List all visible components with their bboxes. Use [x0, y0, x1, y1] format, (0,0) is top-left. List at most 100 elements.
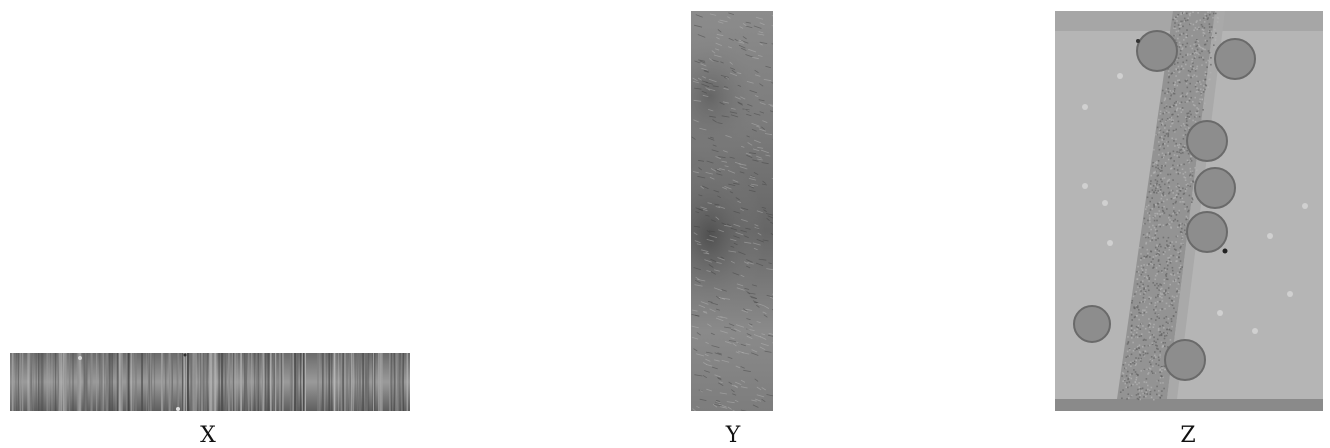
z-band-speckle — [1165, 121, 1167, 123]
z-band-speckle — [1191, 201, 1193, 203]
z-band-speckle — [1140, 312, 1142, 314]
z-band-speckle — [1143, 264, 1145, 266]
z-band-speckle — [1178, 121, 1180, 123]
z-band-speckle — [1190, 13, 1192, 15]
z-band-speckle — [1171, 241, 1173, 243]
z-band-speckle — [1139, 336, 1141, 338]
z-band-speckle — [1147, 389, 1149, 391]
z-band-speckle — [1179, 82, 1181, 84]
z-band-speckle — [1197, 45, 1199, 47]
z-band-speckle — [1167, 265, 1169, 267]
z-band-speckle — [1126, 382, 1128, 384]
z-band-speckle — [1200, 88, 1202, 90]
z-band-speckle — [1162, 207, 1164, 209]
z-band-speckle — [1151, 239, 1153, 241]
z-band-speckle — [1167, 322, 1169, 324]
z-band-speckle — [1180, 45, 1182, 47]
z-band-speckle — [1131, 325, 1133, 327]
z-band-speckle — [1178, 24, 1180, 26]
z-band-speckle — [1173, 90, 1175, 92]
z-band-speckle — [1166, 199, 1168, 201]
z-band-speckle — [1184, 145, 1186, 147]
z-band-speckle — [1164, 251, 1166, 253]
z-band-speckle — [1142, 271, 1144, 273]
z-band-speckle — [1180, 265, 1182, 267]
x-streak — [267, 353, 269, 411]
z-band-speckle — [1178, 57, 1180, 59]
z-band-speckle — [1186, 206, 1188, 208]
x-streak — [172, 353, 174, 411]
z-band-speckle — [1172, 179, 1174, 181]
z-band-speckle — [1181, 198, 1183, 200]
z-band-speckle — [1143, 312, 1145, 314]
z-band-speckle — [1199, 116, 1201, 118]
z-band-speckle — [1163, 252, 1165, 254]
z-band-speckle — [1126, 356, 1128, 358]
z-band-speckle — [1161, 136, 1163, 138]
z-band-speckle — [1164, 100, 1166, 102]
x-streak — [389, 353, 390, 411]
z-band-speckle — [1158, 359, 1160, 361]
z-band-speckle — [1180, 68, 1182, 70]
z-band-speckle — [1163, 138, 1165, 140]
z-band-speckle — [1166, 208, 1168, 210]
z-band-speckle — [1151, 387, 1153, 389]
z-band-speckle — [1179, 172, 1181, 174]
z-band-speckle — [1136, 334, 1138, 336]
z-band-speckle — [1162, 346, 1164, 348]
z-band-speckle — [1203, 35, 1205, 37]
x-streak — [327, 353, 328, 411]
z-band-speckle — [1172, 270, 1174, 272]
z-band-speckle — [1180, 231, 1182, 233]
x-streak — [292, 353, 294, 411]
z-band-speckle — [1155, 229, 1157, 231]
z-band-speckle — [1142, 346, 1144, 348]
z-band-speckle — [1189, 175, 1191, 177]
z-band-speckle — [1144, 276, 1146, 278]
z-band-speckle — [1190, 77, 1192, 79]
z-band-speckle — [1190, 171, 1192, 173]
z-band-speckle — [1157, 186, 1159, 188]
z-band-speckle — [1160, 382, 1162, 384]
z-band-speckle — [1143, 267, 1145, 269]
z-band-speckle — [1156, 283, 1158, 285]
z-band-speckle — [1205, 40, 1207, 42]
z-band-speckle — [1168, 193, 1170, 195]
z-band-speckle — [1205, 44, 1207, 46]
z-band-speckle — [1203, 29, 1205, 31]
z-band-speckle — [1140, 370, 1142, 372]
z-band-speckle — [1188, 74, 1190, 76]
z-band-speckle — [1141, 323, 1143, 325]
z-band-speckle — [1192, 66, 1194, 68]
x-streak — [353, 353, 354, 411]
z-band-speckle — [1182, 92, 1184, 94]
z-band-speckle — [1135, 360, 1137, 362]
z-band-speckle — [1134, 329, 1136, 331]
z-band-speckle — [1173, 315, 1175, 317]
z-band-speckle — [1166, 303, 1168, 305]
z-band-speckle — [1149, 191, 1151, 193]
z-band-speckle — [1196, 113, 1198, 115]
z-band-speckle — [1209, 23, 1211, 25]
z-band-speckle — [1177, 116, 1179, 118]
z-band-speckle — [1175, 311, 1177, 313]
z-band-speckle — [1180, 226, 1182, 228]
z-band-speckle — [1128, 364, 1130, 366]
z-band-speckle — [1155, 247, 1157, 249]
z-band-speckle — [1159, 137, 1161, 139]
z-band-speckle — [1174, 197, 1176, 199]
z-band-speckle — [1127, 343, 1129, 345]
x-streak — [373, 353, 374, 411]
z-band-speckle — [1136, 332, 1138, 334]
x-streak — [165, 353, 166, 411]
z-band-speckle — [1168, 237, 1170, 239]
z-band-speckle — [1161, 395, 1163, 397]
z-band-speckle — [1171, 303, 1173, 305]
z-band-speckle — [1144, 393, 1146, 395]
z-band-speckle — [1154, 215, 1156, 217]
x-streak — [219, 353, 220, 411]
z-band-speckle — [1204, 89, 1206, 91]
z-band-speckle — [1135, 364, 1137, 366]
x-streak — [194, 353, 196, 411]
x-streak — [186, 353, 187, 411]
